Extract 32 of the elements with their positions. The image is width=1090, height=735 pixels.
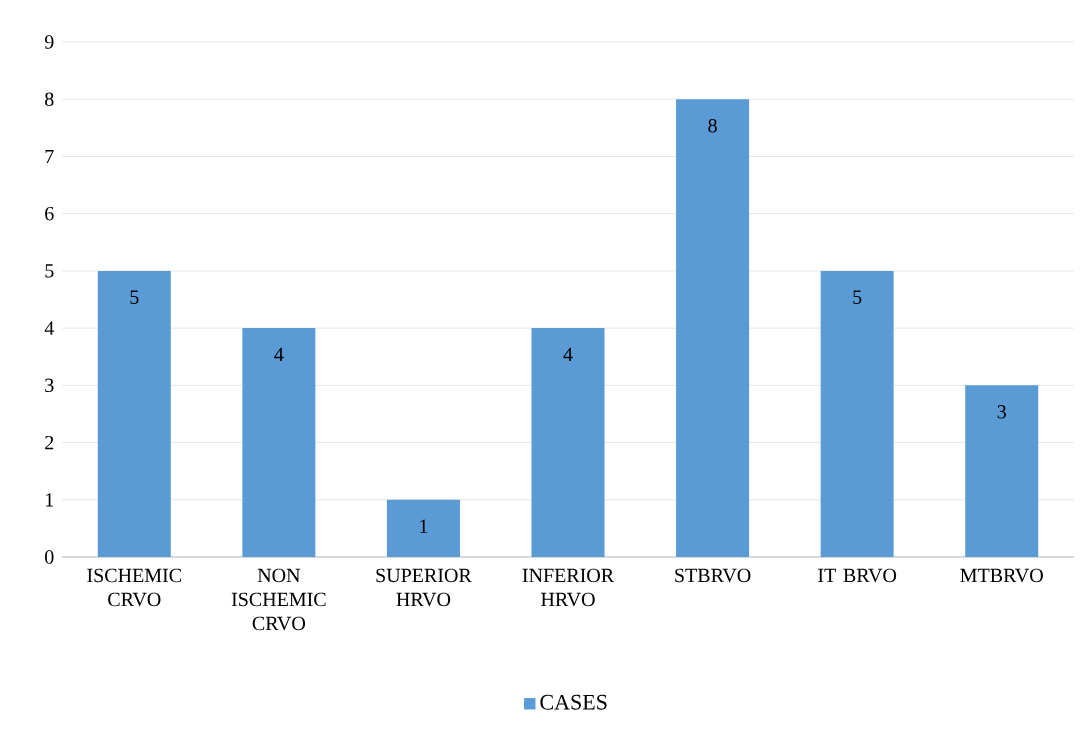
bar xyxy=(242,328,316,557)
bar xyxy=(531,328,605,557)
y-tick-label: 6 xyxy=(45,206,54,221)
x-tick-label: NON ISCHEMIC CRVO xyxy=(231,568,326,631)
data-label: 4 xyxy=(274,347,284,362)
x-tick-label: ISCHEMIC CRVO xyxy=(87,568,181,607)
y-tick-label: 4 xyxy=(44,321,54,335)
data-label: 5 xyxy=(853,290,862,304)
bar xyxy=(676,99,750,557)
bar xyxy=(820,270,894,557)
x-tick-label: INFERIOR HRVO xyxy=(522,568,615,607)
bar xyxy=(386,499,460,557)
bar xyxy=(97,270,171,557)
x-tick-label: MTBRVO xyxy=(960,568,1043,583)
y-tick-label: 3 xyxy=(45,378,54,393)
y-tick-label: 1 xyxy=(46,493,54,507)
y-tick-label: 9 xyxy=(44,35,54,49)
x-tick-label: SUPERIOR HRVO xyxy=(376,568,472,607)
x-tick-label: STBRVO xyxy=(675,568,751,583)
data-label: 1 xyxy=(420,519,428,533)
data-label: 5 xyxy=(130,290,139,304)
data-label: 3 xyxy=(997,405,1006,419)
data-label: 4 xyxy=(563,347,573,362)
data-label: 8 xyxy=(708,118,717,133)
x-tick-label: IT BRVO xyxy=(818,568,897,583)
legend-label: CASES xyxy=(540,694,607,710)
y-tick-label: 2 xyxy=(45,435,54,450)
y-tick-label: 7 xyxy=(45,149,54,163)
y-tick-label: 5 xyxy=(45,264,54,278)
y-tick-label: 8 xyxy=(45,92,54,106)
bar xyxy=(965,385,1039,557)
y-tick-label: 0 xyxy=(45,550,54,564)
